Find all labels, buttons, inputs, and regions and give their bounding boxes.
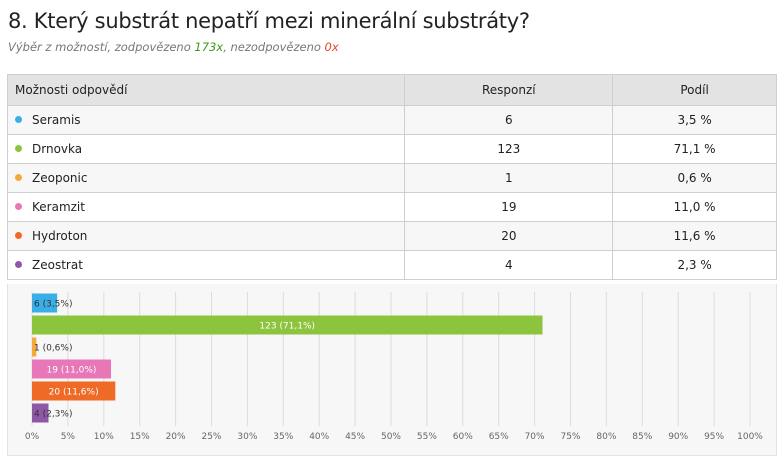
answered-count: 173x <box>194 40 224 54</box>
x-tick-label: 40% <box>309 432 329 442</box>
results-table: Možnosti odpovědí Responzí Podíl Seramis… <box>6 74 777 280</box>
x-tick-label: 100% <box>737 432 763 442</box>
count-cell: 1 <box>404 163 614 193</box>
color-dot-icon <box>15 145 22 152</box>
x-tick-label: 75% <box>560 432 580 442</box>
option-cell: Keramzit <box>6 192 406 222</box>
x-tick-label: 85% <box>632 432 652 442</box>
x-tick-label: 25% <box>201 432 221 442</box>
table-row: Zeoponic 1 0,6 % <box>6 163 777 193</box>
option-cell: Seramis <box>6 105 406 135</box>
color-dot-icon <box>15 116 22 123</box>
share-cell: 11,6 % <box>612 221 777 251</box>
x-tick-label: 95% <box>704 432 724 442</box>
share-cell: 0,6 % <box>612 163 777 193</box>
table-row: Seramis 6 3,5 % <box>6 105 777 135</box>
table-row: Zeostrat 4 2,3 % <box>6 250 777 280</box>
option-cell: Hydroton <box>6 221 406 251</box>
option-label: Zeostrat <box>32 258 83 272</box>
bar-data-label: 20 (11,6%) <box>49 388 99 398</box>
bar-data-label: 1 (0,6%) <box>34 344 72 354</box>
bar <box>32 337 37 357</box>
color-dot-icon <box>15 203 22 210</box>
count-cell: 4 <box>404 250 614 280</box>
header-share: Podíl <box>612 74 777 106</box>
option-label: Seramis <box>32 113 81 127</box>
share-cell: 3,5 % <box>612 105 777 135</box>
option-cell: Zeostrat <box>6 250 406 280</box>
option-label: Hydroton <box>32 229 88 243</box>
table-header-row: Možnosti odpovědí Responzí Podíl <box>6 74 777 106</box>
x-tick-label: 70% <box>525 432 545 442</box>
table-row: Drnovka 123 71,1 % <box>6 134 777 164</box>
option-label: Keramzit <box>32 200 85 214</box>
option-cell: Zeoponic <box>6 163 406 193</box>
x-tick-label: 65% <box>489 432 509 442</box>
share-cell: 11,0 % <box>612 192 777 222</box>
bar <box>32 359 111 379</box>
header-option: Možnosti odpovědí <box>6 74 406 106</box>
color-dot-icon <box>15 174 22 181</box>
share-cell: 2,3 % <box>612 250 777 280</box>
count-cell: 19 <box>404 192 614 222</box>
x-tick-label: 80% <box>596 432 616 442</box>
x-tick-label: 35% <box>273 432 293 442</box>
share-cell: 71,1 % <box>612 134 777 164</box>
bar-chart-panel: 0% 5% 10% 15% 20% 25% 30% 35% 40% 45% 50% 55% 60% 65%… <box>7 284 777 456</box>
bar-chart: 0% 5% 10% 15% 20% 25% 30% 35% 40% 45% 50% 55% 60% 65%… <box>25 292 763 442</box>
bar-data-label: 6 (3,5%) <box>34 300 72 310</box>
bar <box>32 315 543 335</box>
bar-data-label: 19 (11,0%) <box>47 366 97 376</box>
x-tick-label: 15% <box>130 432 150 442</box>
x-tick-label: 45% <box>345 432 365 442</box>
option-label: Drnovka <box>32 142 83 156</box>
x-tick-label: 0% <box>25 432 40 442</box>
count-cell: 123 <box>404 134 614 164</box>
unanswered-count: 0x <box>324 40 339 54</box>
bar <box>32 381 116 401</box>
question-title: 8. Který substrát nepatří mezi minerální… <box>8 9 530 33</box>
table-row: Keramzit 19 11,0 % <box>6 192 777 222</box>
option-label: Zeoponic <box>32 171 88 185</box>
x-tick-label: 55% <box>417 432 437 442</box>
bar-data-label: 123 (71,1%) <box>259 322 315 332</box>
x-tick-label: 30% <box>237 432 257 442</box>
x-tick-label: 10% <box>94 432 114 442</box>
bar <box>32 293 58 313</box>
header-count: Responzí <box>404 74 614 106</box>
x-tick-label: 90% <box>668 432 688 442</box>
color-dot-icon <box>15 232 22 239</box>
x-tick-label: 20% <box>166 432 186 442</box>
question-subtitle: Výběr z možností, zodpovězeno 173x, nezo… <box>8 40 339 54</box>
x-tick-label: 5% <box>61 432 76 442</box>
x-tick-label: 60% <box>453 432 473 442</box>
question-type: Výběr z možností <box>8 40 108 54</box>
answered-label: , zodpovězeno <box>107 40 195 54</box>
x-tick-label: 50% <box>381 432 401 442</box>
option-cell: Drnovka <box>6 134 406 164</box>
unanswered-label: , nezodpovězeno <box>223 40 325 54</box>
bar-data-label: 4 (2,3%) <box>34 410 72 420</box>
count-cell: 6 <box>404 105 614 135</box>
table-row: Hydroton 20 11,6 % <box>6 221 777 251</box>
count-cell: 20 <box>404 221 614 251</box>
color-dot-icon <box>15 261 22 268</box>
bar <box>32 403 49 423</box>
